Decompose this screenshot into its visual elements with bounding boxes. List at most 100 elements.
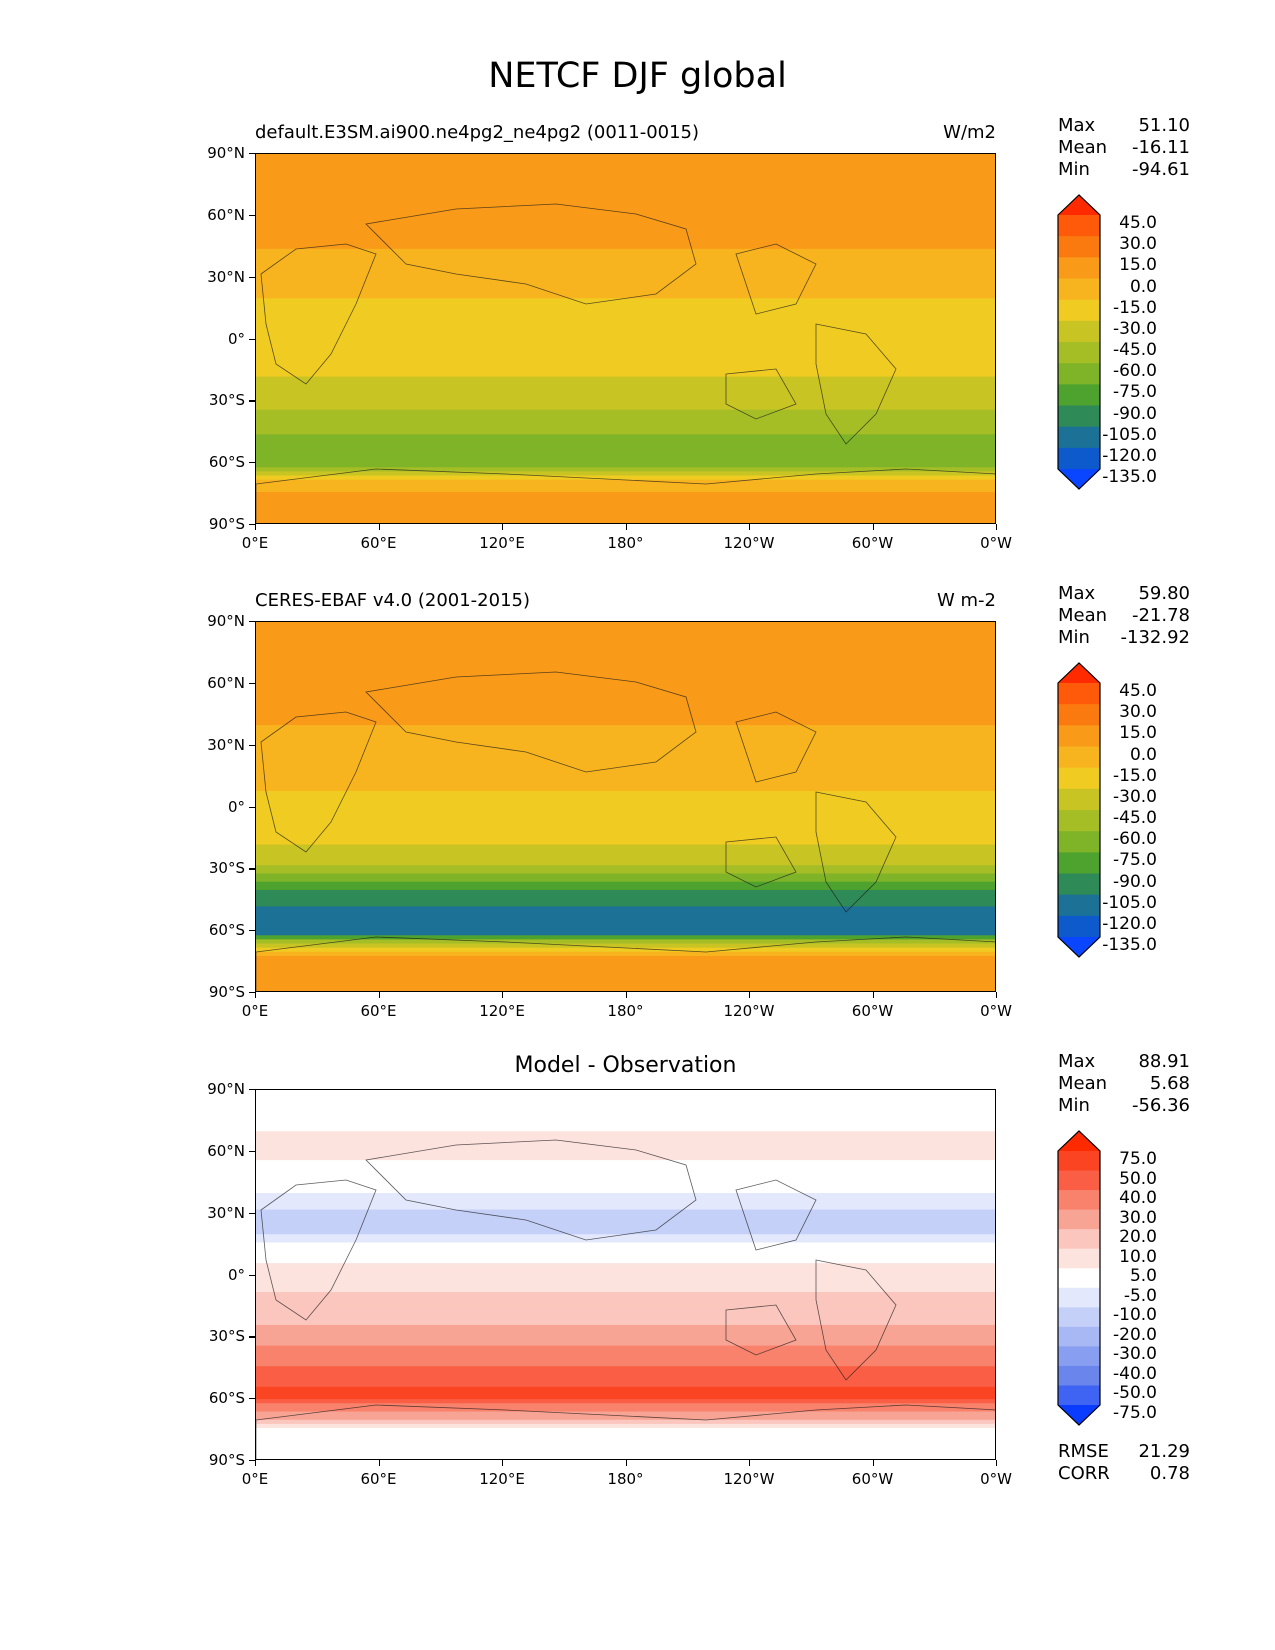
field-band [256, 331, 995, 336]
field-band [256, 1329, 995, 1334]
field-band [256, 1168, 995, 1174]
field-band [256, 634, 995, 640]
colorbar-tick-label: 30.0 [1119, 1207, 1157, 1228]
field-band [256, 1250, 995, 1256]
field-band [256, 471, 995, 477]
field-band [256, 988, 995, 991]
colorbar-tick-label: 0.0 [1129, 744, 1157, 765]
field-band [256, 516, 995, 522]
field-band [256, 364, 995, 369]
field-band [256, 819, 995, 825]
field-band [256, 207, 995, 213]
field-band [256, 1324, 995, 1330]
colorbar-cell [1058, 363, 1100, 385]
field-band [256, 1399, 995, 1404]
field-band [256, 290, 995, 295]
field-band [256, 1411, 995, 1417]
x-tick-label: 120°W [723, 1470, 775, 1488]
field-band [256, 964, 995, 969]
field-band [256, 927, 995, 932]
colorbar-tick-label: -30.0 [1113, 318, 1157, 339]
colorbar-tick-label: 20.0 [1119, 1227, 1157, 1248]
field-band [256, 508, 995, 514]
field-band [256, 450, 995, 456]
field-band [256, 1366, 995, 1371]
field-band [256, 273, 995, 279]
field-band [256, 1106, 995, 1112]
y-tick-mark [249, 621, 255, 623]
field-band [256, 807, 995, 813]
colorbar-extend-max [1058, 195, 1100, 215]
y-tick-label: 60°N [207, 1141, 245, 1160]
field-band [256, 679, 995, 685]
field-band [256, 1448, 995, 1454]
field-band [256, 1238, 995, 1244]
field-band [256, 1135, 995, 1141]
field-band [256, 1197, 995, 1202]
colorbar-cell [1058, 915, 1100, 938]
field-band [256, 852, 995, 858]
x-tick-mark [378, 992, 380, 998]
stats-block: Max 59.80 Mean -21.78 Min -132.92 [1058, 583, 1190, 649]
field-band [256, 380, 995, 386]
field-band [256, 483, 995, 489]
field-band [256, 935, 995, 941]
field-band [256, 1436, 995, 1441]
field-band [256, 778, 995, 784]
field-band [256, 438, 995, 444]
colorbar-cell [1058, 278, 1100, 301]
field-band [256, 492, 995, 497]
colorbar-cell [1058, 894, 1100, 917]
field-band [256, 1143, 995, 1149]
field-band [256, 1217, 995, 1223]
coastline [260, 1179, 377, 1321]
x-tick-label: 60°E [360, 1002, 397, 1020]
y-tick-label: 90°S [208, 515, 245, 533]
x-tick-mark [502, 992, 504, 998]
field-band [256, 327, 995, 332]
colorbar-extend-min [1058, 469, 1100, 489]
field-band [256, 269, 995, 275]
field-band [256, 360, 995, 365]
field-band [256, 1271, 995, 1277]
stat-value: 59.80 [1138, 583, 1190, 604]
field-band [256, 1131, 995, 1136]
field-band [256, 1151, 995, 1157]
y-tick-label: 90°N [207, 612, 245, 630]
field-band [256, 828, 995, 833]
field-band [256, 376, 995, 382]
stat-value: 88.91 [1138, 1051, 1190, 1072]
field-band [256, 1230, 995, 1235]
colorbar-tick-label: -45.0 [1113, 808, 1157, 828]
y-tick-mark [249, 1274, 255, 1276]
field-band [256, 654, 995, 660]
colorbar-tick-label: 40.0 [1119, 1188, 1157, 1209]
colorbar-cell [1058, 873, 1100, 896]
field-band [256, 261, 995, 266]
stat-label: Max [1058, 115, 1096, 136]
field-band [256, 166, 995, 172]
colorbar-tick-label: 15.0 [1119, 723, 1157, 744]
field-band [256, 692, 995, 697]
y-tick-mark [249, 524, 255, 526]
colorbar-tick-label: 0.0 [1129, 276, 1157, 297]
x-tick-label: 0°E [241, 534, 269, 552]
stat-label: Mean [1058, 605, 1108, 626]
field-band [256, 873, 995, 879]
y-tick-mark [249, 868, 255, 870]
field-band [256, 467, 995, 473]
field-band [256, 219, 995, 225]
field-band [256, 1102, 995, 1108]
stat-row: Min -56.36 [1058, 1095, 1190, 1117]
field-band [256, 811, 995, 817]
field-band [256, 191, 995, 196]
colorbar-extend-min [1058, 1405, 1100, 1425]
colorbar-cell [1058, 788, 1100, 811]
y-tick-mark [249, 806, 255, 808]
field-band [256, 675, 995, 681]
field-band [256, 902, 995, 908]
field-band [256, 277, 995, 283]
colorbar-outline [1057, 1130, 1101, 1426]
colorbar-cell [1058, 767, 1100, 790]
colorbar-extend-max [1058, 663, 1100, 683]
